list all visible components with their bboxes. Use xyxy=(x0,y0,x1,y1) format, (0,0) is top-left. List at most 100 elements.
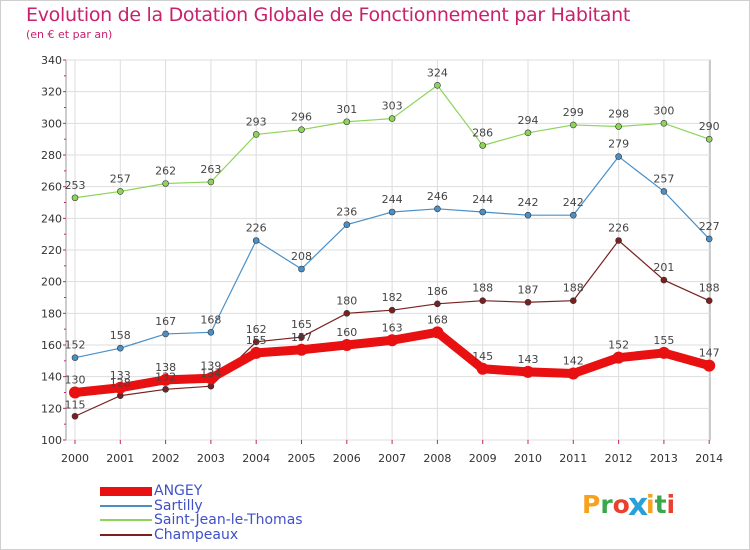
data-label-champeaux: 188 xyxy=(563,282,584,295)
data-label-saint-jean-le-thomas: 257 xyxy=(110,172,131,185)
data-point-saint-jean-le-thomas xyxy=(479,142,487,149)
data-label-angey: 152 xyxy=(608,339,629,352)
data-label-angey: 133 xyxy=(110,369,131,382)
data-point-champeaux xyxy=(388,306,396,314)
data-label-saint-jean-le-thomas: 253 xyxy=(65,179,86,192)
data-label-sartilly: 244 xyxy=(472,193,493,206)
data-label-saint-jean-le-thomas: 293 xyxy=(246,115,267,128)
legend-swatch-champeaux xyxy=(100,533,152,536)
x-tick-label: 2012 xyxy=(605,452,633,465)
data-point-sartilly xyxy=(615,153,622,160)
data-label-angey: 145 xyxy=(472,350,493,363)
logo-letter: P xyxy=(582,490,601,519)
data-point-champeaux xyxy=(162,386,169,393)
data-label-angey: 155 xyxy=(653,334,674,347)
data-point-saint-jean-le-thomas xyxy=(207,178,215,186)
data-label-champeaux: 132 xyxy=(155,370,176,383)
data-point-champeaux xyxy=(298,333,305,341)
data-label-sartilly: 208 xyxy=(291,250,312,263)
data-label-saint-jean-le-thomas: 299 xyxy=(563,106,584,119)
data-point-angey xyxy=(522,365,534,378)
legend-label-sartilly: Sartilly xyxy=(154,497,203,514)
data-point-angey xyxy=(340,339,353,351)
x-tick-label: 2006 xyxy=(333,452,361,465)
data-point-champeaux xyxy=(343,310,351,317)
y-tick-label: 280 xyxy=(41,149,62,162)
legend-item-champeaux: Champeaux xyxy=(100,527,400,543)
data-label-saint-jean-le-thomas: 296 xyxy=(291,111,312,124)
data-label-angey: 168 xyxy=(427,313,448,326)
data-label-sartilly: 227 xyxy=(699,220,720,233)
legend-label-saint-jean-le-thomas: Saint-Jean-le-Thomas xyxy=(154,512,303,528)
data-point-angey xyxy=(612,351,625,364)
x-tick-label: 2009 xyxy=(469,452,497,465)
data-label-champeaux: 201 xyxy=(653,261,674,274)
data-point-champeaux xyxy=(524,298,532,306)
data-label-sartilly: 246 xyxy=(427,190,448,203)
data-label-champeaux: 188 xyxy=(699,282,720,295)
data-point-champeaux xyxy=(660,276,668,284)
data-label-sartilly: 244 xyxy=(382,193,403,206)
data-point-champeaux xyxy=(615,237,622,244)
data-label-champeaux: 162 xyxy=(246,323,267,336)
x-tick-label: 2005 xyxy=(288,452,316,465)
data-point-angey xyxy=(250,346,263,359)
data-point-angey xyxy=(476,362,489,375)
data-point-sartilly xyxy=(524,211,532,219)
data-point-angey xyxy=(431,326,444,339)
legend-item-sartilly: Sartilly xyxy=(100,497,400,514)
data-point-angey xyxy=(567,367,580,380)
data-point-sartilly xyxy=(343,221,351,228)
x-tick-label: 2000 xyxy=(61,452,89,465)
data-point-angey xyxy=(295,343,308,356)
data-label-saint-jean-le-thomas: 286 xyxy=(472,127,493,140)
data-point-saint-jean-le-thomas xyxy=(71,194,79,202)
x-tick-label: 2008 xyxy=(423,452,451,465)
legend-swatch-saint-jean-le-thomas xyxy=(100,519,152,521)
logo-letter: t xyxy=(654,490,667,519)
data-point-sartilly xyxy=(162,330,169,338)
legend-label-angey: ANGEY xyxy=(154,483,203,499)
data-label-saint-jean-le-thomas: 262 xyxy=(155,165,176,178)
legend-swatch-sartilly xyxy=(100,504,152,507)
data-label-saint-jean-le-thomas: 303 xyxy=(382,100,403,113)
data-label-saint-jean-le-thomas: 290 xyxy=(699,120,720,133)
logo-letter: x xyxy=(627,486,649,523)
y-tick-label: 160 xyxy=(41,339,62,352)
data-label-sartilly: 152 xyxy=(65,339,86,352)
data-point-angey xyxy=(159,373,172,386)
data-point-saint-jean-le-thomas xyxy=(434,82,441,89)
data-label-sartilly: 167 xyxy=(155,315,176,328)
y-tick-label: 260 xyxy=(41,181,62,194)
data-point-saint-jean-le-thomas xyxy=(388,115,396,122)
data-point-angey xyxy=(386,334,399,347)
y-tick-label: 180 xyxy=(41,307,62,320)
data-point-sartilly xyxy=(298,265,305,273)
x-tick-label: 2007 xyxy=(378,452,406,465)
data-label-champeaux: 182 xyxy=(382,291,403,304)
data-label-champeaux: 226 xyxy=(608,222,629,235)
x-tick-label: 2004 xyxy=(242,452,270,465)
data-point-saint-jean-le-thomas xyxy=(705,135,713,143)
data-label-saint-jean-le-thomas: 294 xyxy=(518,114,539,127)
data-label-angey: 143 xyxy=(518,353,539,366)
data-label-angey: 138 xyxy=(155,361,176,374)
data-label-sartilly: 168 xyxy=(200,313,221,326)
data-label-sartilly: 279 xyxy=(608,138,629,151)
data-point-champeaux xyxy=(71,412,79,420)
data-label-angey: 147 xyxy=(699,347,720,360)
data-label-sartilly: 236 xyxy=(336,206,357,219)
data-label-champeaux: 180 xyxy=(336,294,357,307)
data-point-saint-jean-le-thomas xyxy=(117,188,124,195)
y-tick-label: 340 xyxy=(41,54,62,67)
data-point-sartilly xyxy=(207,329,215,336)
data-label-champeaux: 128 xyxy=(110,377,131,390)
x-tick-label: 2013 xyxy=(650,452,678,465)
data-label-saint-jean-le-thomas: 298 xyxy=(608,108,629,121)
data-point-sartilly xyxy=(252,237,260,244)
data-point-angey xyxy=(204,372,217,385)
data-label-angey: 163 xyxy=(382,321,403,334)
y-tick-label: 300 xyxy=(41,117,62,130)
data-point-champeaux xyxy=(479,297,487,304)
data-label-sartilly: 226 xyxy=(246,222,267,235)
